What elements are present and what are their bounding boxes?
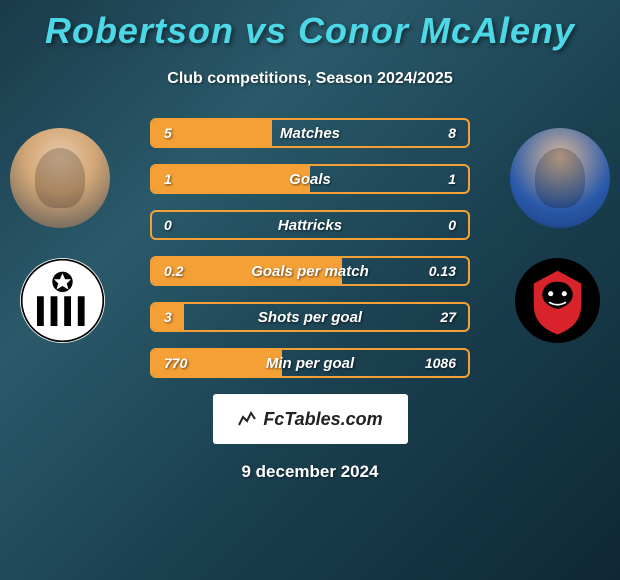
stat-value-right: 1086 <box>425 355 456 371</box>
branding-badge: FcTables.com <box>213 394 408 444</box>
fctables-logo-icon <box>237 407 257 432</box>
stat-label: Goals per match <box>251 263 369 280</box>
date-text: 9 december 2024 <box>0 462 620 482</box>
club-right-badge <box>515 258 600 343</box>
player-left-avatar <box>10 128 110 228</box>
player-right-avatar <box>510 128 610 228</box>
stat-row: 0 Hattricks 0 <box>150 210 470 240</box>
stat-row: 5 Matches 8 <box>150 118 470 148</box>
salford-city-icon <box>515 258 600 343</box>
stat-value-left: 1 <box>164 171 172 187</box>
subtitle: Club competitions, Season 2024/2025 <box>0 70 620 88</box>
stat-label: Shots per goal <box>258 309 362 326</box>
page-title: Robertson vs Conor McAleny <box>0 0 620 52</box>
stat-value-right: 27 <box>440 309 456 325</box>
stat-row: 770 Min per goal 1086 <box>150 348 470 378</box>
notts-county-icon <box>20 258 105 343</box>
stat-value-right: 0.13 <box>429 263 456 279</box>
stats-container: 5 Matches 8 1 Goals 1 0 Hattricks 0 0.2 Goals per … <box>150 118 470 378</box>
stat-label: Hattricks <box>278 217 342 234</box>
branding-text: FcTables.com <box>263 409 382 430</box>
stat-value-left: 770 <box>164 355 187 371</box>
stat-value-right: 1 <box>448 171 456 187</box>
stat-fill <box>152 166 310 192</box>
comparison-content: 5 Matches 8 1 Goals 1 0 Hattricks 0 0.2 Goals per … <box>0 118 620 482</box>
stat-value-left: 3 <box>164 309 172 325</box>
stat-row: 0.2 Goals per match 0.13 <box>150 256 470 286</box>
stat-label: Goals <box>289 171 331 188</box>
stat-value-right: 0 <box>448 217 456 233</box>
stat-row: 3 Shots per goal 27 <box>150 302 470 332</box>
stat-value-left: 0.2 <box>164 263 183 279</box>
stat-label: Matches <box>280 125 340 142</box>
stat-row: 1 Goals 1 <box>150 164 470 194</box>
stat-value-right: 8 <box>448 125 456 141</box>
stat-label: Min per goal <box>266 355 354 372</box>
club-left-badge <box>20 258 105 343</box>
stat-value-left: 5 <box>164 125 172 141</box>
stat-value-left: 0 <box>164 217 172 233</box>
